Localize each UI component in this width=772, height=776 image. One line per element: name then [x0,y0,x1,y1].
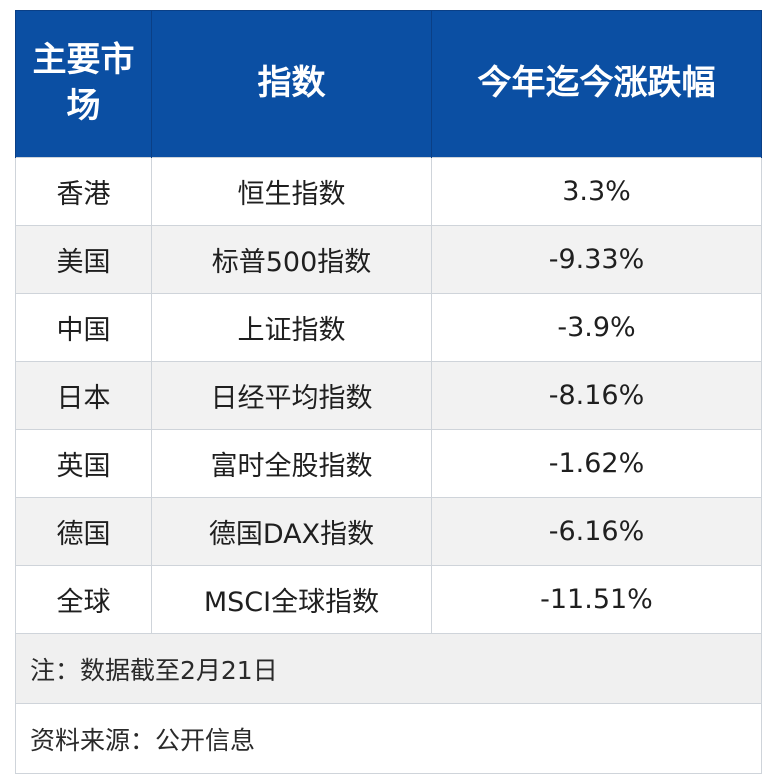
cell-index: 上证指数 [151,293,432,362]
table-body: 香港 恒生指数 3.3% 美国 标普500指数 -9.33% 中国 上证指数 -… [15,157,762,634]
cell-change: -1.62% [431,429,762,498]
table-header: 主要市场 指数 今年迄今涨跌幅 [15,10,762,158]
table-footer: 注：数据截至2月21日 资料来源：公开信息 [15,633,762,774]
header-row: 主要市场 指数 今年迄今涨跌幅 [15,10,762,158]
footer-source: 资料来源：公开信息 [15,703,762,774]
cell-change: 3.3% [431,157,762,226]
cell-change: -3.9% [431,293,762,362]
footer-row-note: 注：数据截至2月21日 [15,633,762,704]
cell-index: 德国DAX指数 [151,497,432,566]
table-row: 美国 标普500指数 -9.33% [15,225,762,294]
market-performance-table: 主要市场 指数 今年迄今涨跌幅 香港 恒生指数 3.3% 美国 标普500指数 … [15,10,762,774]
footer-row-source: 资料来源：公开信息 [15,703,762,774]
cell-change: -8.16% [431,361,762,430]
cell-market: 日本 [15,361,152,430]
header-index: 指数 [151,10,432,158]
table-row: 德国 德国DAX指数 -6.16% [15,497,762,566]
cell-market: 中国 [15,293,152,362]
cell-index: 恒生指数 [151,157,432,226]
header-market: 主要市场 [15,10,152,158]
cell-market: 德国 [15,497,152,566]
cell-market: 香港 [15,157,152,226]
cell-index: 日经平均指数 [151,361,432,430]
cell-market: 美国 [15,225,152,294]
cell-change: -11.51% [431,565,762,634]
cell-index: 富时全股指数 [151,429,432,498]
cell-change: -6.16% [431,497,762,566]
cell-change: -9.33% [431,225,762,294]
table-row: 日本 日经平均指数 -8.16% [15,361,762,430]
cell-market: 全球 [15,565,152,634]
market-performance-table-container: 主要市场 指数 今年迄今涨跌幅 香港 恒生指数 3.3% 美国 标普500指数 … [15,10,762,774]
header-ytd-change: 今年迄今涨跌幅 [431,10,762,158]
cell-market: 英国 [15,429,152,498]
cell-index: MSCI全球指数 [151,565,432,634]
cell-index: 标普500指数 [151,225,432,294]
table-row: 全球 MSCI全球指数 -11.51% [15,565,762,634]
table-row: 英国 富时全股指数 -1.62% [15,429,762,498]
table-row: 香港 恒生指数 3.3% [15,157,762,226]
footer-note: 注：数据截至2月21日 [15,633,762,704]
table-row: 中国 上证指数 -3.9% [15,293,762,362]
